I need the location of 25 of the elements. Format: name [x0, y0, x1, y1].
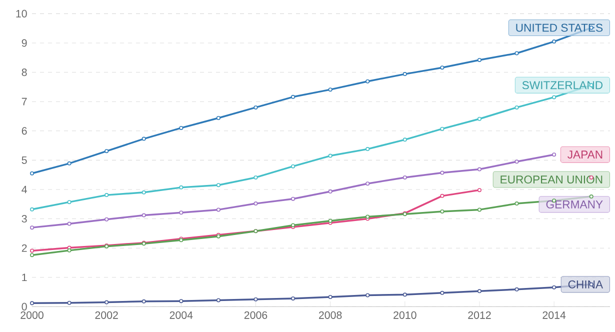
y-tick-label: 1: [22, 274, 27, 282]
x-tick-label: 2010: [394, 311, 416, 319]
y-tick-label: 8: [22, 68, 27, 76]
y-tick-label: 4: [22, 186, 27, 194]
series-label: SWITZERLAND: [522, 81, 603, 90]
x-tick-label: 2008: [319, 311, 342, 319]
x-tick-label: 2002: [95, 311, 118, 319]
y-tick-label: 9: [22, 39, 27, 47]
series-label: EUROPEAN UNION: [500, 176, 602, 184]
y-tick-label: 5: [22, 156, 27, 164]
x-tick-label: 2014: [542, 311, 566, 319]
y-tick-label: 2: [22, 244, 27, 252]
series-label: CHINA: [568, 280, 604, 288]
x-tick-label: 2006: [244, 311, 268, 319]
text: GERMANY: [546, 200, 603, 208]
y-tick-label: 6: [22, 127, 27, 135]
x-tick-label: 2000: [20, 311, 44, 319]
x-tick-label: 2012: [468, 311, 491, 319]
series-label: JAPAN: [568, 150, 602, 159]
y-tick-label: 3: [22, 215, 27, 223]
y-tick-label: 10: [16, 10, 27, 18]
y-tick-label: 7: [22, 98, 27, 106]
series-label: UNITED STATES: [516, 24, 603, 32]
x-tick-label: 2004: [170, 311, 193, 319]
y-tick-label: 0: [22, 302, 27, 310]
